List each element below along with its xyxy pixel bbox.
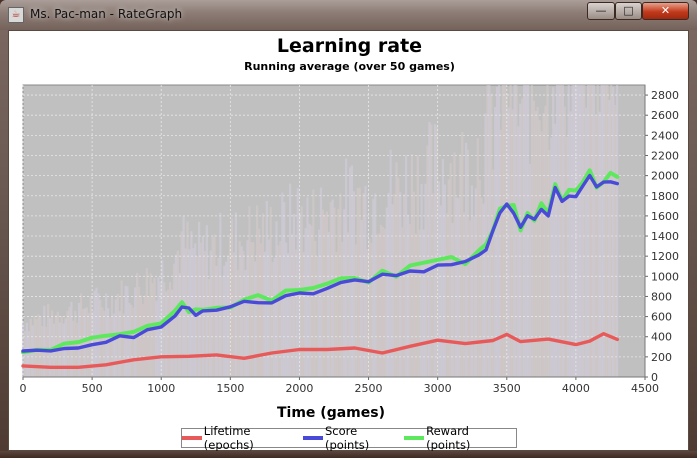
legend-swatch-reward: [404, 436, 425, 440]
y-tick-label: 400: [651, 331, 672, 344]
window-bottom-border: [0, 451, 697, 458]
y-tick-label: 2400: [651, 129, 679, 142]
line-chart: 0 500 1000 1500 2000 2500 3000 3500 4000 4500 0 20…: [20, 84, 679, 421]
x-axis-label: Time (games): [277, 405, 385, 421]
chart-title: Learning rate: [276, 35, 423, 57]
chart-panel: Learning rate Running average (over 50 g…: [8, 30, 689, 452]
x-tick-label: 1500: [216, 382, 244, 395]
legend-item-reward: Reward (points): [404, 424, 516, 452]
x-tick-label: 4500: [631, 382, 659, 395]
y-tick-label: 0: [651, 371, 658, 384]
legend-swatch-score: [303, 436, 323, 440]
x-tick-label: 1000: [147, 382, 175, 395]
y-tick-label: 2800: [651, 89, 679, 102]
legend-label-score: Score (points): [324, 424, 370, 452]
x-tick-label: 4000: [562, 382, 590, 395]
y-tick-label: 600: [651, 311, 672, 324]
legend: Lifetime (epochs) Score (points) Reward …: [181, 424, 517, 452]
x-axis: 0 500 1000 1500 2000 2500 3000 3500 4000 4500: [20, 376, 659, 395]
y-tick-label: 1600: [651, 210, 679, 223]
series-line-score: [21, 173, 620, 353]
maximize-button[interactable]: □: [615, 2, 642, 20]
java-app-icon[interactable]: ☕: [8, 7, 24, 23]
x-tick-label: 0: [20, 382, 27, 395]
x-tick-label: 3500: [493, 382, 521, 395]
x-tick-label: 2000: [285, 382, 313, 395]
close-button[interactable]: ✕: [642, 2, 689, 20]
y-tick-label: 1000: [651, 270, 679, 283]
series-layer: [21, 168, 620, 369]
y-tick-label: 200: [651, 351, 672, 364]
y-tick-label: 2000: [651, 170, 679, 183]
y-axis: 0 200 400 600 800 1000 1200 1400 1600 1800 2000 220…: [644, 85, 679, 384]
window-title: Ms. Pac-man - RateGraph: [30, 7, 183, 21]
legend-item-lifetime: Lifetime (epochs): [182, 424, 303, 452]
chart-subtitle: Running average (over 50 games): [244, 60, 455, 73]
x-tick-label: 500: [82, 382, 103, 395]
minimize-button[interactable]: —: [587, 2, 615, 20]
y-tick-label: 2200: [651, 149, 679, 162]
y-tick-label: 1400: [651, 230, 679, 243]
y-tick-label: 2600: [651, 109, 679, 122]
legend-swatch-lifetime: [182, 436, 202, 440]
y-tick-label: 1200: [651, 250, 679, 263]
legend-item-score: Score (points): [303, 424, 404, 452]
y-tick-label: 1800: [651, 190, 679, 203]
title-bar[interactable]: ☕ Ms. Pac-man - RateGraph — □ ✕: [0, 0, 697, 30]
x-tick-label: 3000: [424, 382, 452, 395]
legend-label-reward: Reward (points): [426, 424, 471, 452]
legend-label-lifetime: Lifetime (epochs): [203, 424, 254, 452]
y-tick-label: 800: [651, 290, 672, 303]
series-line-lifetime: [21, 332, 620, 369]
x-tick-label: 2500: [355, 382, 383, 395]
